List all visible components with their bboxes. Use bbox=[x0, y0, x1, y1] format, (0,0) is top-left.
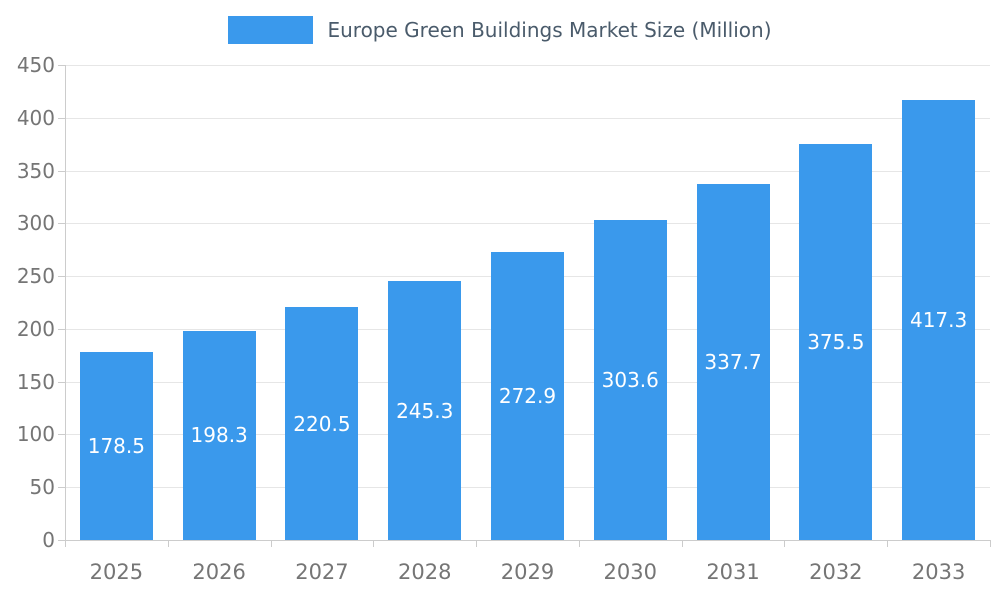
x-axis-tick bbox=[270, 541, 272, 547]
y-axis-tick-label: 200 bbox=[16, 316, 55, 341]
y-axis-tick bbox=[58, 223, 65, 225]
bar[interactable]: 198.3 bbox=[182, 330, 256, 540]
y-axis-tick bbox=[58, 170, 65, 172]
bar-value-label: 417.3 bbox=[909, 307, 968, 332]
gridline bbox=[65, 170, 990, 172]
x-axis-tick bbox=[990, 541, 991, 547]
bar-value-label: 303.6 bbox=[601, 367, 659, 392]
bar-value-label: 245.3 bbox=[396, 398, 454, 423]
gridline bbox=[65, 223, 990, 225]
bar-value-label: 198.3 bbox=[190, 423, 248, 448]
legend[interactable]: Europe Green Buildings Market Size (Mill… bbox=[0, 16, 1000, 44]
bar-value-label: 337.7 bbox=[704, 349, 762, 374]
y-axis-tick-label: 50 bbox=[29, 475, 55, 500]
x-axis-tick-label: 2033 bbox=[911, 560, 966, 584]
y-axis-tick bbox=[58, 434, 65, 436]
bar[interactable]: 337.7 bbox=[696, 183, 770, 540]
bar[interactable]: 220.5 bbox=[285, 307, 359, 540]
gridline bbox=[65, 117, 990, 119]
chart-title: Europe Green Buildings Market Size (Mill… bbox=[327, 18, 772, 42]
bar-value-label: 220.5 bbox=[293, 411, 351, 436]
y-axis-tick-label: 250 bbox=[16, 264, 55, 289]
y-axis-tick-label: 150 bbox=[16, 369, 55, 394]
y-axis-tick-label: 400 bbox=[16, 105, 55, 130]
gridline bbox=[65, 65, 990, 66]
bar[interactable]: 375.5 bbox=[799, 143, 873, 540]
x-axis-tick bbox=[578, 541, 580, 547]
x-axis-line bbox=[65, 540, 991, 541]
y-axis-tick bbox=[58, 117, 65, 119]
x-axis-tick-label: 2026 bbox=[192, 560, 246, 584]
y-axis-tick bbox=[58, 487, 65, 489]
x-axis-tick-label: 2028 bbox=[397, 560, 452, 584]
bar[interactable]: 272.9 bbox=[491, 251, 564, 540]
y-axis-tick bbox=[58, 540, 65, 541]
x-axis-tick-label: 2031 bbox=[706, 560, 760, 584]
x-axis-tick bbox=[476, 541, 478, 547]
bar[interactable]: 303.6 bbox=[593, 219, 667, 540]
y-axis-tick-label: 450 bbox=[16, 53, 55, 77]
x-axis-tick bbox=[373, 541, 375, 547]
bar[interactable]: 417.3 bbox=[902, 99, 976, 540]
x-axis-tick-label: 2025 bbox=[89, 560, 144, 584]
y-axis-tick bbox=[58, 65, 65, 66]
y-axis-tick-label: 0 bbox=[42, 528, 55, 552]
bar-value-label: 272.9 bbox=[498, 383, 557, 408]
x-axis-tick bbox=[887, 541, 889, 547]
x-axis-tick bbox=[681, 541, 683, 547]
bar[interactable]: 178.5 bbox=[79, 351, 153, 540]
bar-value-label: 178.5 bbox=[87, 433, 145, 458]
y-axis-tick bbox=[58, 328, 65, 330]
y-axis-tick-label: 350 bbox=[16, 158, 55, 183]
y-axis-tick-label: 100 bbox=[16, 422, 55, 447]
x-axis-tick-label: 2027 bbox=[295, 560, 349, 584]
x-axis-tick bbox=[784, 541, 786, 547]
y-axis-tick bbox=[58, 276, 65, 278]
x-axis-tick-label: 2029 bbox=[500, 560, 555, 584]
y-axis-line bbox=[65, 65, 66, 541]
bar-value-label: 375.5 bbox=[807, 329, 865, 354]
x-axis-tick-label: 2032 bbox=[809, 560, 863, 584]
bar[interactable]: 245.3 bbox=[388, 281, 462, 540]
y-axis-tick bbox=[58, 381, 65, 383]
y-axis-tick-label: 300 bbox=[16, 211, 55, 236]
x-axis-tick-label: 2030 bbox=[603, 560, 657, 584]
x-axis-tick bbox=[167, 541, 169, 547]
x-axis-tick bbox=[65, 541, 66, 547]
legend-swatch-icon bbox=[228, 16, 314, 44]
